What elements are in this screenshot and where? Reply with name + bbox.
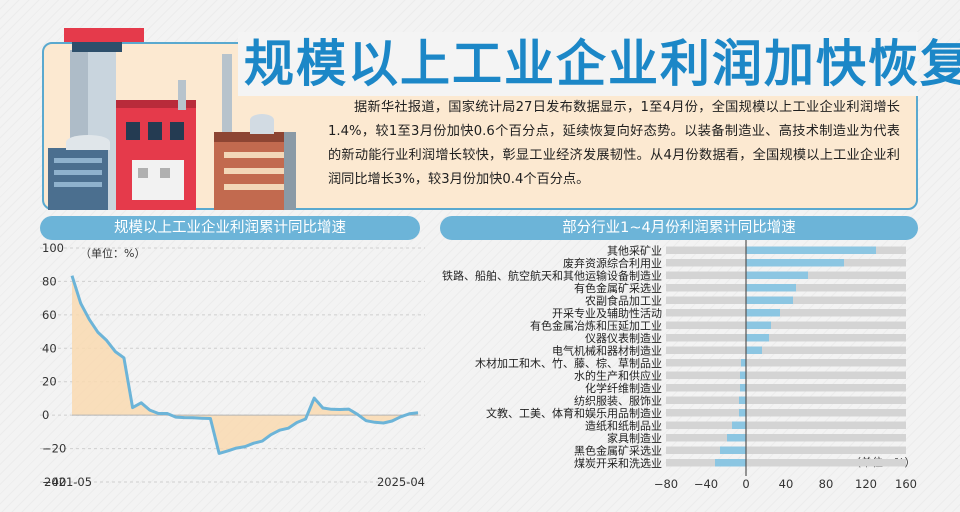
category-label: 有色金属矿采选业 [574, 281, 662, 295]
y-tick-label: 20 [42, 375, 57, 389]
x-tick-label: −40 [694, 477, 718, 491]
bar-track [666, 371, 906, 379]
bar-chart: −80 −40 0 40 80 120 160 其他采矿业废弃资源综合利用业铁路、船舶、航空航… [442, 240, 917, 491]
y-tick-label: 100 [42, 241, 64, 255]
bar [746, 284, 796, 292]
bar [746, 296, 793, 304]
bar [732, 421, 746, 429]
bar [727, 434, 746, 442]
bar [741, 359, 746, 367]
x-tick-label: 0 [742, 477, 749, 491]
bar-track [666, 459, 906, 467]
category-label: 煤炭开采和洗选业 [574, 457, 662, 470]
bar [740, 384, 746, 392]
x-tick-label: 40 [779, 477, 794, 491]
category-label: 有色金属冶炼和压延加工业 [530, 318, 662, 332]
category-label: 家具制造业 [607, 431, 662, 445]
bar-track [666, 334, 906, 342]
y-tick-label: −20 [42, 442, 66, 456]
bar [739, 409, 746, 417]
bar [746, 309, 780, 317]
bar-track [666, 409, 906, 417]
right-chart-title: 部分行业1~4月份利润累计同比增速 [440, 216, 918, 240]
x-tick-label: −80 [654, 477, 678, 491]
bar-track [666, 359, 906, 367]
bar [746, 334, 769, 342]
intro-paragraph: 据新华社报道，国家统计局27日发布数据显示，1至4月份，全国规模以上工业企业利润… [328, 100, 900, 187]
bar [720, 446, 746, 454]
bar [739, 396, 746, 404]
x-end-label: 2025-04 [377, 475, 425, 489]
page-title: 规模以上工业企业利润加快恢复 [238, 32, 960, 96]
category-label: 文教、工美、体育和娱乐用品制造业 [486, 406, 662, 420]
category-label: 农副食品加工业 [585, 293, 662, 307]
bar-track [666, 384, 906, 392]
y-tick-label: 80 [42, 274, 57, 288]
y-tick-label: 40 [42, 341, 57, 355]
bar [746, 321, 771, 329]
bar [746, 259, 844, 267]
category-label: 电气机械和器材制造业 [552, 343, 662, 357]
bar [746, 346, 762, 354]
category-label: 其他采矿业 [607, 244, 662, 257]
y-tick-label: 0 [42, 408, 49, 422]
category-label: 水的生产和供应业 [574, 368, 662, 382]
y-tick-label: −40 [42, 475, 66, 489]
category-label: 黑色金属矿采选业 [574, 443, 662, 457]
category-label: 纺织服装、服饰业 [574, 393, 662, 407]
series-area [72, 275, 418, 454]
category-label: 化学纤维制造业 [585, 381, 662, 395]
bar-track [666, 446, 906, 454]
x-start-label: 2021-05 [44, 475, 92, 489]
category-label: 废弃资源综合利用业 [563, 256, 662, 270]
category-label: 开采专业及辅助性活动 [552, 306, 662, 320]
left-chart-title: 规模以上工业企业利润累计同比增速 [40, 216, 420, 240]
bar-track [666, 421, 906, 429]
series-line [70, 275, 419, 455]
category-label: 造纸和纸制品业 [585, 418, 662, 432]
x-tick-label: 80 [819, 477, 834, 491]
y-tick-label: 60 [42, 308, 57, 322]
x-tick-label: 120 [855, 477, 877, 491]
category-label: 木材加工和木、竹、藤、棕、草制品业 [475, 356, 662, 370]
x-tick-label: 160 [895, 477, 917, 491]
left-chart-unit: （单位：%） [80, 247, 146, 260]
line-chart: −40 −20 0 20 40 60 80 100 2021-05 2025-04 [40, 241, 425, 489]
bar-track [666, 396, 906, 404]
bar [746, 246, 876, 254]
bar-track [666, 434, 906, 442]
factory-illustration [48, 28, 296, 210]
bar [715, 459, 746, 467]
bar-track [666, 346, 906, 354]
bar [740, 371, 746, 379]
category-label: 铁路、船舶、航空航天和其他运输设备制造业 [442, 268, 662, 282]
bar-track [666, 309, 906, 317]
bar [746, 271, 808, 279]
category-label: 仪器仪表制造业 [585, 331, 662, 345]
bar-track [666, 321, 906, 329]
